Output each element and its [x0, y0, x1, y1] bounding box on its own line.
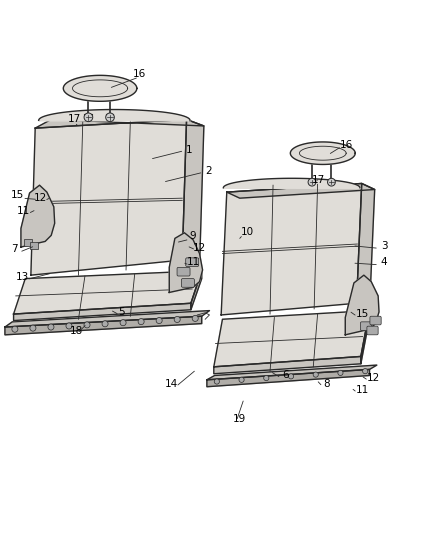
Polygon shape [182, 119, 204, 266]
Polygon shape [207, 365, 377, 380]
Text: 12: 12 [367, 373, 381, 383]
FancyBboxPatch shape [186, 258, 199, 266]
Circle shape [138, 319, 144, 325]
Text: 11: 11 [17, 206, 30, 216]
Circle shape [102, 321, 108, 327]
Circle shape [214, 379, 219, 384]
Circle shape [84, 322, 90, 328]
Polygon shape [207, 369, 370, 387]
Circle shape [12, 326, 18, 332]
Polygon shape [5, 311, 209, 327]
Circle shape [106, 113, 114, 122]
Circle shape [239, 377, 244, 382]
Circle shape [363, 368, 368, 374]
Text: 2: 2 [205, 166, 212, 176]
Circle shape [84, 113, 93, 122]
Polygon shape [35, 119, 204, 128]
Polygon shape [290, 142, 355, 165]
Text: 7: 7 [11, 244, 18, 254]
Polygon shape [214, 311, 370, 367]
FancyBboxPatch shape [181, 279, 194, 287]
Polygon shape [5, 316, 202, 335]
Circle shape [338, 370, 343, 375]
Circle shape [192, 316, 198, 321]
Circle shape [288, 374, 293, 379]
Polygon shape [21, 185, 55, 247]
Polygon shape [221, 183, 362, 315]
Text: 17: 17 [312, 175, 325, 185]
Polygon shape [191, 271, 202, 310]
Polygon shape [64, 75, 137, 101]
Text: 15: 15 [11, 190, 25, 200]
Text: 3: 3 [381, 241, 388, 251]
Circle shape [328, 178, 336, 186]
Circle shape [308, 178, 316, 186]
Text: 12: 12 [193, 243, 206, 253]
Text: 15: 15 [356, 309, 369, 319]
Text: 16: 16 [340, 140, 353, 150]
Polygon shape [14, 271, 202, 314]
Text: 18: 18 [70, 326, 83, 335]
Circle shape [48, 324, 54, 330]
Circle shape [174, 317, 180, 322]
Text: 11: 11 [356, 385, 369, 395]
Polygon shape [361, 311, 370, 364]
Text: 10: 10 [240, 227, 254, 237]
Polygon shape [227, 183, 374, 198]
Text: 9: 9 [190, 231, 196, 241]
Bar [24, 239, 32, 246]
FancyBboxPatch shape [177, 268, 190, 276]
Text: 6: 6 [283, 370, 290, 381]
Text: 14: 14 [165, 379, 178, 389]
Polygon shape [357, 183, 374, 310]
FancyBboxPatch shape [367, 326, 378, 335]
Circle shape [30, 325, 36, 331]
Polygon shape [214, 357, 361, 374]
Text: 5: 5 [118, 307, 125, 317]
Text: 11: 11 [187, 257, 200, 267]
Text: 4: 4 [381, 257, 388, 267]
Polygon shape [31, 119, 187, 275]
Text: 8: 8 [323, 379, 329, 389]
Polygon shape [345, 275, 379, 335]
Circle shape [156, 318, 162, 324]
Text: 17: 17 [67, 115, 81, 125]
Polygon shape [14, 303, 191, 320]
FancyBboxPatch shape [370, 316, 381, 325]
Text: 19: 19 [233, 414, 247, 424]
Text: 16: 16 [132, 69, 145, 79]
Circle shape [313, 372, 318, 377]
Circle shape [120, 320, 126, 326]
Polygon shape [169, 233, 202, 293]
FancyBboxPatch shape [360, 322, 372, 330]
Text: 13: 13 [16, 272, 29, 282]
Circle shape [66, 323, 72, 329]
Bar [30, 243, 38, 249]
Text: 12: 12 [34, 193, 47, 203]
Text: 1: 1 [185, 145, 192, 155]
Circle shape [264, 375, 269, 381]
